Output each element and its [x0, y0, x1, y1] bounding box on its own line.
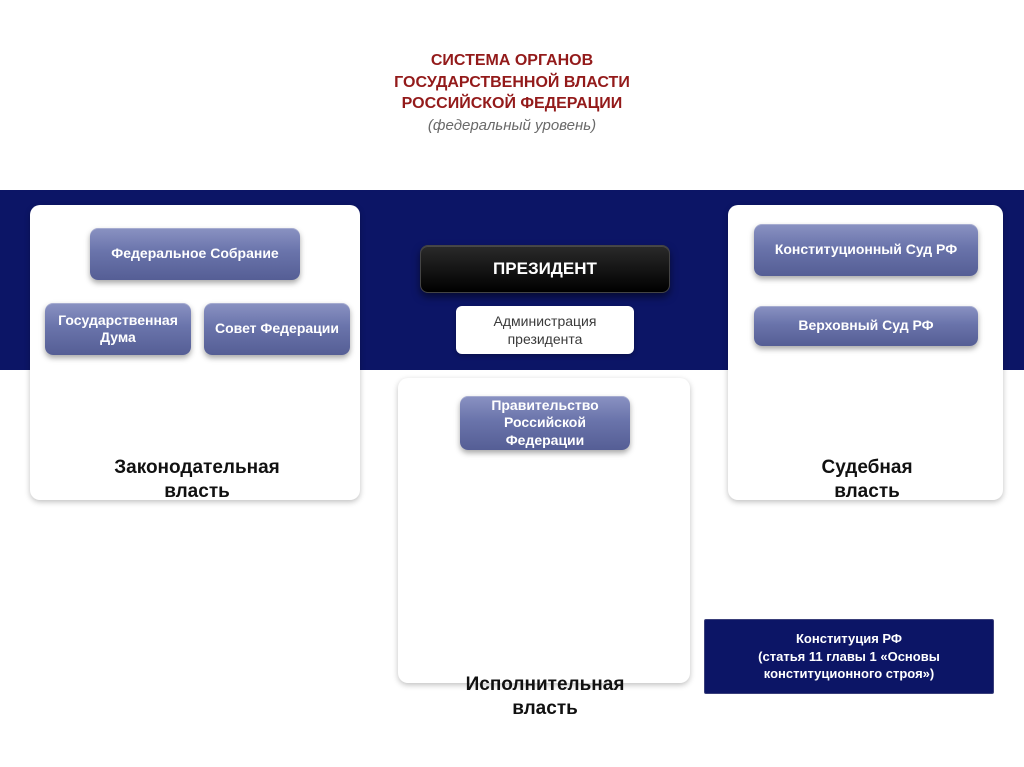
box-constitutional-court: Конституционный Суд РФ	[754, 224, 978, 276]
title-line-2: ГОСУДАРСТВЕННОЙ ВЛАСТИ	[0, 72, 1024, 94]
box-president: ПРЕЗИДЕНТ	[420, 245, 670, 293]
box-federation-council: Совет Федерации	[204, 303, 350, 355]
label-executive-branch: Исполнительная власть	[440, 673, 650, 721]
title-block: СИСТЕМА ОРГАНОВ ГОСУДАРСТВЕННОЙ ВЛАСТИ Р…	[0, 50, 1024, 134]
box-president-administration: Администрация президента	[456, 306, 634, 354]
title-line-1: СИСТЕМА ОРГАНОВ	[0, 50, 1024, 72]
title-subtitle: (федеральный уровень)	[0, 117, 1024, 134]
slide-root: СИСТЕМА ОРГАНОВ ГОСУДАРСТВЕННОЙ ВЛАСТИ Р…	[0, 0, 1024, 767]
box-state-duma: Государственная Дума	[45, 303, 191, 355]
label-legislative-branch: Законодательная власть	[92, 456, 302, 504]
box-federal-assembly: Федеральное Собрание	[90, 228, 300, 280]
footnote-line-2: (статья 11 главы 1 «Основы конституционн…	[717, 648, 981, 683]
box-government: Правительство Российской Федерации	[460, 396, 630, 450]
title-line-3: РОССИЙСКОЙ ФЕДЕРАЦИИ	[0, 93, 1024, 115]
box-supreme-court: Верховный Суд РФ	[754, 306, 978, 346]
footnote-line-1: Конституция РФ	[717, 630, 981, 648]
label-judicial-branch: Судебная власть	[792, 456, 942, 504]
footnote-box: Конституция РФ (статья 11 главы 1 «Основ…	[704, 619, 994, 694]
